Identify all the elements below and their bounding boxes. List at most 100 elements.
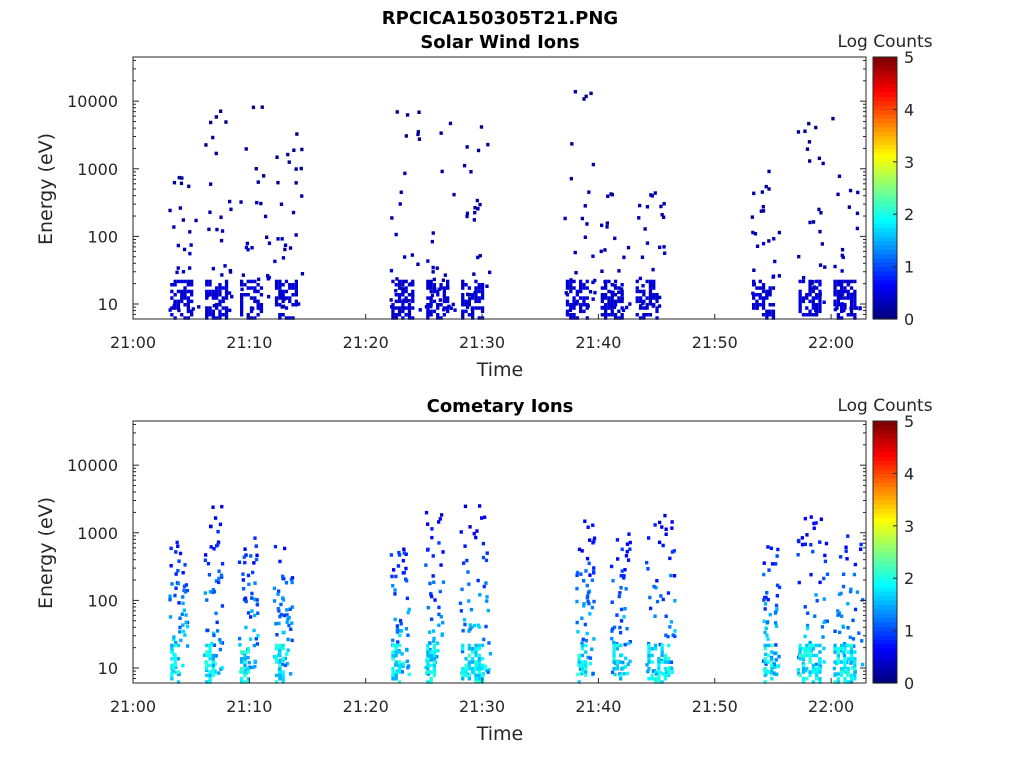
spectrogram-cell (291, 210, 296, 215)
spectrogram-cell (406, 633, 410, 637)
spectrogram-cell (635, 279, 639, 284)
spectrogram-cell (399, 190, 403, 194)
spectrogram-cell (241, 572, 245, 576)
spectrogram-cell (291, 286, 295, 290)
spectrogram-cell (486, 670, 490, 674)
spectrogram-cell (173, 657, 177, 661)
spectrogram-cell (214, 151, 218, 156)
spectrogram-cell (766, 643, 771, 648)
spectrogram-cell (390, 216, 394, 220)
spectrogram-cell (592, 637, 596, 641)
spectrogram-cell (628, 640, 632, 644)
spectrogram-cell (620, 296, 624, 301)
spectrogram-cell (610, 564, 614, 569)
spectrogram-cell (607, 296, 611, 300)
colorbar-segment (873, 438, 897, 444)
spectrogram-cell (197, 305, 201, 309)
colorbar-segment (873, 569, 897, 575)
colorbar-segment (873, 608, 897, 614)
spectrogram-cell (638, 276, 642, 281)
spectrogram-cell (228, 199, 232, 204)
spectrogram-cell (401, 283, 405, 287)
spectrogram-cell (229, 207, 233, 212)
spectrogram-cell (281, 647, 285, 651)
spectrogram-cell (770, 663, 774, 668)
spectrogram-cell (758, 303, 762, 307)
spectrogram-cell (279, 602, 283, 607)
spectrogram-cell (437, 520, 441, 524)
spectrogram-cell (767, 239, 771, 243)
spectrogram-cell (619, 643, 623, 648)
spectrogram-cell (172, 225, 176, 229)
spectrogram-cell (613, 283, 617, 288)
spectrogram-cell (808, 650, 812, 654)
spectrogram-cell (579, 296, 583, 300)
spectrogram-cell (607, 279, 611, 284)
spectrogram-cell (802, 276, 806, 280)
spectrogram-cell (394, 306, 398, 310)
spectrogram-cell (186, 279, 190, 284)
colorbar-segment (873, 460, 897, 466)
spectrogram-cell (762, 572, 766, 577)
spectrogram-cell (464, 283, 468, 287)
spectrogram-cell (837, 174, 842, 178)
spectrogram-cell (580, 643, 585, 648)
spectrogram-cell (243, 673, 247, 678)
spectrogram-cell (208, 289, 212, 294)
spectrogram-cell (572, 296, 576, 300)
spectrogram-cell (213, 662, 217, 666)
spectrogram-cell (436, 649, 440, 653)
spectrogram-cell (820, 242, 824, 246)
spectrogram-cell (395, 627, 400, 631)
spectrogram-cell (585, 631, 589, 636)
spectrogram-cell (211, 316, 215, 320)
spectrogram-cell (755, 244, 760, 248)
spectrogram-cell (171, 669, 175, 673)
spectrogram-cell (844, 549, 848, 553)
spectrogram-cell (849, 299, 854, 304)
colorbar-segment (873, 205, 897, 211)
spectrogram-cell (208, 680, 212, 684)
spectrogram-cell (224, 289, 229, 294)
colorbar-segment (873, 464, 897, 470)
spectrogram-cell (278, 286, 282, 290)
spectrogram-cell (650, 653, 654, 658)
spectrogram-cell (766, 670, 771, 674)
spectrogram-cell (642, 306, 646, 310)
spectrogram-cell (437, 541, 441, 545)
spectrogram-cell (482, 637, 486, 642)
spectrogram-cell (176, 581, 181, 586)
spectrogram-cell (646, 669, 650, 674)
spectrogram-cell (170, 650, 174, 654)
spectrogram-cell (606, 194, 610, 198)
spectrogram-cell (294, 167, 298, 171)
spectrogram-cell (401, 664, 405, 669)
spectrogram-cell (254, 637, 258, 641)
spectrogram-cell (853, 607, 858, 612)
spectrogram-cell (240, 670, 244, 674)
spectrogram-cell (849, 647, 854, 651)
spectrogram-cell (224, 279, 229, 284)
spectrogram-cell (610, 306, 614, 310)
spectrogram-cell (215, 289, 219, 294)
spectrogram-cell (610, 303, 614, 307)
spectrogram-cell (477, 673, 481, 678)
spectrogram-cell (840, 283, 844, 287)
spectrogram-cell (274, 673, 279, 678)
spectrogram-cell (170, 306, 174, 310)
spectrogram-cell (759, 209, 763, 213)
spectrogram-cell (170, 677, 174, 681)
spectrogram-cell (395, 110, 399, 114)
spectrogram-cell (253, 597, 257, 602)
spectrogram-cell (411, 299, 415, 304)
spectrogram-cell (418, 308, 422, 312)
spectrogram-cell (764, 626, 768, 631)
spectrogram-cell (441, 580, 446, 584)
spectrogram-cell (461, 293, 465, 297)
spectrogram-cell (288, 283, 292, 287)
spectrogram-cell (604, 283, 608, 287)
spectrogram-cell (247, 660, 251, 665)
spectrogram-cell (626, 641, 631, 646)
spectrogram-cell (839, 591, 843, 596)
